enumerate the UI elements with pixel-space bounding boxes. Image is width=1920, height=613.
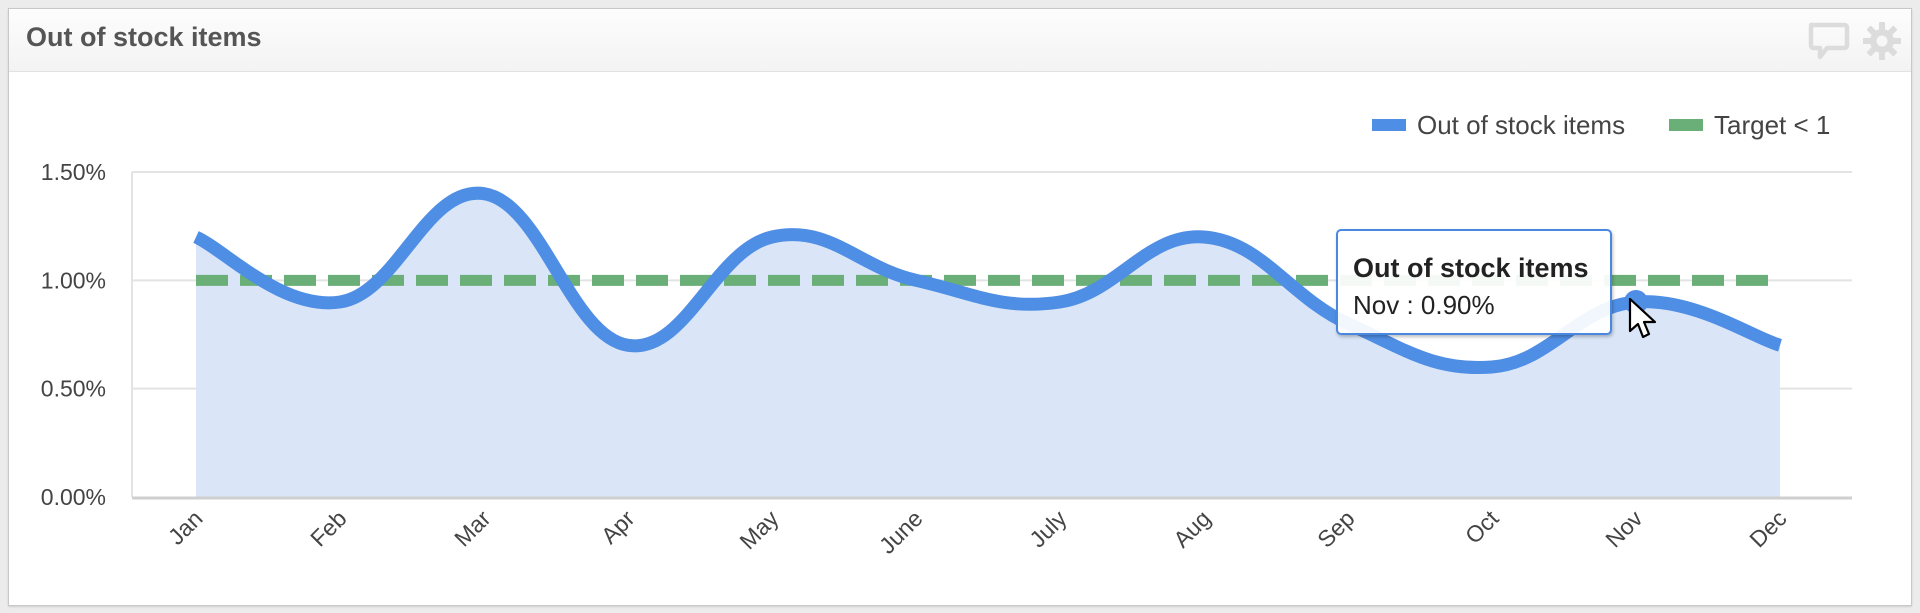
series-area-fill (196, 193, 1780, 497)
legend-item[interactable]: Out of stock items (1372, 110, 1625, 140)
series-line[interactable] (193, 186, 1783, 375)
tooltip-title: Out of stock items (1353, 253, 1589, 283)
svg-text:Out of stock items: Out of stock items (1417, 110, 1625, 140)
x-axis-labels: Jan Feb Mar Apr May June July Aug Sep Oct Nov Dec (163, 505, 1792, 559)
x-tick-label: Mar (449, 505, 496, 552)
x-tick-label: Dec (1744, 505, 1791, 552)
x-tick-label: Apr (596, 505, 640, 549)
tooltip: Out of stock items Nov : 0.90% (1336, 229, 1612, 335)
x-tick-label: Sep (1312, 505, 1359, 552)
panel-header: Out of stock items (9, 9, 1911, 72)
y-axis-labels: 0.00% 0.50% 1.00% 1.50% (41, 159, 106, 510)
x-tick-label: Oct (1460, 505, 1504, 549)
x-tick-label: Nov (1600, 505, 1648, 553)
x-tick-label: Jan (163, 505, 208, 550)
panel-title: Out of stock items (26, 22, 262, 52)
gear-icon[interactable] (1860, 19, 1904, 63)
legend-item[interactable]: Target < 1 (1669, 110, 1830, 140)
x-tick-label: July (1024, 505, 1072, 553)
y-tick-label: 1.50% (41, 159, 106, 185)
y-tick-label: 0.00% (41, 484, 106, 510)
legend: Out of stock items Target < 1 (1372, 110, 1830, 140)
y-tick-label: 0.50% (41, 376, 106, 402)
x-tick-label: Aug (1168, 505, 1215, 552)
x-tick-label: May (734, 505, 783, 554)
mouse-cursor-icon (1628, 297, 1658, 346)
svg-text:Target < 1: Target < 1 (1714, 110, 1830, 140)
x-tick-label: June (874, 505, 928, 559)
y-tick-label: 1.00% (41, 267, 106, 293)
tooltip-value: Nov : 0.90% (1353, 290, 1495, 320)
comment-icon[interactable] (1806, 19, 1850, 63)
x-tick-label: Feb (305, 505, 351, 551)
